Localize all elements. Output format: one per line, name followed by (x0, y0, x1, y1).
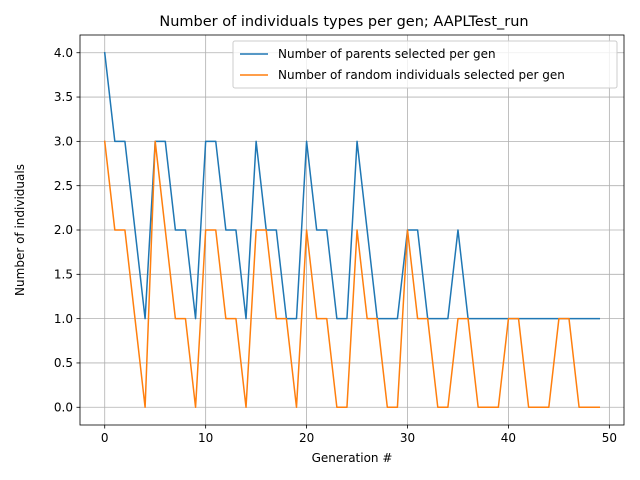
y-axis-label: Number of individuals (13, 164, 27, 296)
chart-title: Number of individuals types per gen; AAP… (159, 14, 528, 30)
y-tick-label: 0.0 (54, 400, 73, 414)
y-tick-label: 1.0 (54, 312, 73, 326)
y-tick-label: 4.0 (54, 46, 73, 60)
x-tick-label: 30 (400, 431, 415, 445)
y-tick-label: 2.0 (54, 223, 73, 237)
series-layer (103, 51, 601, 409)
y-tick-label: 3.5 (54, 90, 73, 104)
y-tick-label: 2.5 (54, 179, 73, 193)
x-tick-label: 0 (101, 431, 109, 445)
x-tick-label: 20 (299, 431, 314, 445)
y-tick-label: 3.0 (54, 135, 73, 149)
x-axis-label: Generation # (312, 451, 393, 465)
legend-box (232, 40, 618, 89)
y-tick-label: 1.5 (54, 268, 73, 282)
legend-label-random: Number of random individuals selected pe… (278, 68, 565, 82)
x-tick-label: 40 (501, 431, 516, 445)
series-line-random (103, 140, 601, 409)
x-tick-label: 50 (602, 431, 617, 445)
x-tick-label: 10 (198, 431, 213, 445)
legend-label-parents: Number of parents selected per gen (278, 47, 496, 61)
y-tick-label: 0.5 (54, 356, 73, 370)
legend: Number of parents selected per gen Numbe… (232, 40, 618, 89)
tick-layer: 0 10 20 30 40 50 0.0 0.5 1.0 1.5 2.0 2.5 3.0 3.5 4.0 (54, 46, 617, 445)
